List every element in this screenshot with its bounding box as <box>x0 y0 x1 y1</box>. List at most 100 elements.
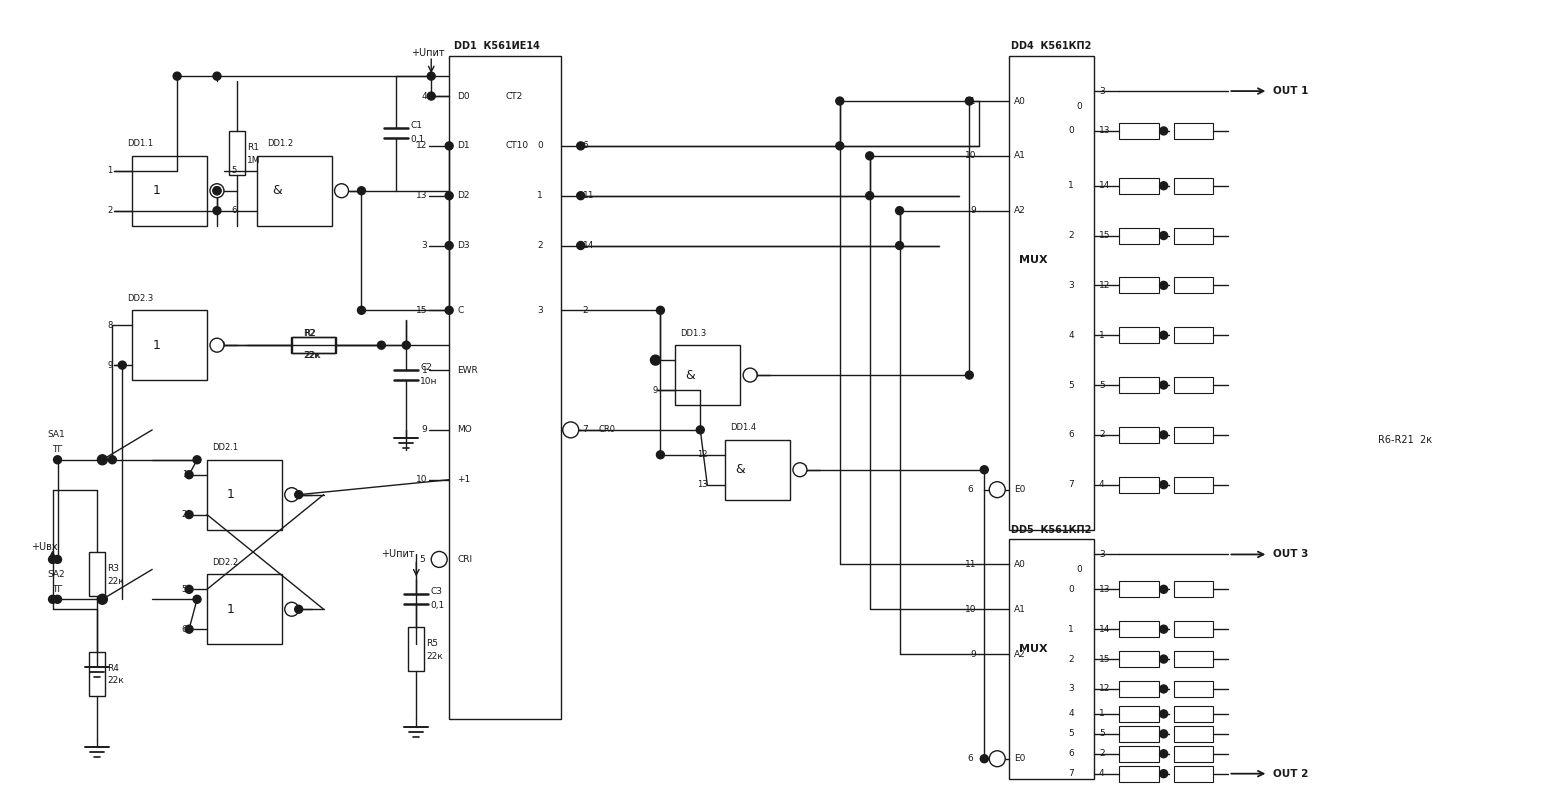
Text: 10: 10 <box>964 605 977 614</box>
Bar <box>1119 766 1159 782</box>
Text: 22к: 22к <box>426 652 443 661</box>
Text: R2: R2 <box>303 329 315 338</box>
Bar <box>133 156 207 225</box>
Text: SA1: SA1 <box>47 431 66 439</box>
Text: DD1  К561ИЕ14: DD1 К561ИЕ14 <box>454 41 540 52</box>
Circle shape <box>577 192 585 200</box>
Circle shape <box>966 371 973 379</box>
Circle shape <box>53 456 61 464</box>
Circle shape <box>48 596 56 603</box>
Text: 6: 6 <box>231 206 237 215</box>
Text: +1: +1 <box>457 475 471 485</box>
Circle shape <box>1159 625 1167 633</box>
Circle shape <box>186 625 193 633</box>
Text: 7: 7 <box>583 425 588 435</box>
Text: 9: 9 <box>652 385 657 395</box>
Text: OUT 1: OUT 1 <box>1273 86 1309 96</box>
Text: 7: 7 <box>1069 769 1073 778</box>
Text: ТГ: ТГ <box>53 446 64 454</box>
Bar <box>1173 228 1214 243</box>
Bar <box>1173 328 1214 343</box>
Circle shape <box>53 555 61 563</box>
Bar <box>207 574 282 644</box>
Text: 1: 1 <box>153 184 161 197</box>
Text: 0: 0 <box>1076 102 1081 110</box>
Text: CR0: CR0 <box>599 425 616 435</box>
Bar <box>1119 745 1159 762</box>
Text: 3: 3 <box>1069 281 1073 290</box>
Text: 3: 3 <box>215 186 220 195</box>
Circle shape <box>1159 431 1167 439</box>
Text: MO: MO <box>457 425 471 435</box>
Text: DD5  К561КП2: DD5 К561КП2 <box>1011 524 1092 534</box>
Circle shape <box>1159 770 1167 778</box>
Text: 9: 9 <box>421 425 427 435</box>
Text: 22к: 22к <box>108 577 125 586</box>
Circle shape <box>186 585 193 593</box>
Circle shape <box>1159 381 1167 389</box>
Text: DD4  К561КП2: DD4 К561КП2 <box>1011 41 1092 52</box>
Bar <box>1119 581 1159 597</box>
Bar <box>229 132 245 175</box>
Bar <box>1173 278 1214 293</box>
Bar <box>1173 726 1214 741</box>
Circle shape <box>334 184 348 197</box>
Text: 13: 13 <box>1098 126 1111 136</box>
Circle shape <box>211 338 225 352</box>
Bar <box>1119 726 1159 741</box>
Circle shape <box>866 152 874 160</box>
Text: DD1.1: DD1.1 <box>128 140 153 148</box>
Bar <box>409 627 424 671</box>
Text: 1: 1 <box>108 167 112 175</box>
Text: D1: D1 <box>457 141 470 151</box>
Text: 2: 2 <box>1098 431 1104 439</box>
Text: 2: 2 <box>183 510 187 519</box>
Text: &: & <box>271 184 281 197</box>
Text: 9: 9 <box>970 206 977 215</box>
Circle shape <box>427 72 435 80</box>
Bar <box>1119 278 1159 293</box>
Text: 7: 7 <box>1069 481 1073 489</box>
Text: MUX: MUX <box>1019 255 1048 266</box>
Circle shape <box>657 306 665 314</box>
Bar <box>1173 621 1214 637</box>
Text: D0: D0 <box>457 91 470 101</box>
Bar <box>1119 651 1159 667</box>
Circle shape <box>792 463 807 477</box>
Text: 4: 4 <box>1098 481 1104 489</box>
Bar <box>1119 178 1159 193</box>
Circle shape <box>431 551 448 568</box>
Text: 5: 5 <box>183 584 187 594</box>
Bar <box>1173 745 1214 762</box>
Text: E0: E0 <box>1014 754 1025 763</box>
Text: EWR: EWR <box>457 366 477 374</box>
Text: 12: 12 <box>1098 281 1111 290</box>
Text: 0,1: 0,1 <box>410 135 424 144</box>
Text: OUT 3: OUT 3 <box>1273 550 1309 559</box>
Text: 4: 4 <box>340 186 345 195</box>
Text: A1: A1 <box>1014 605 1026 614</box>
Text: 0: 0 <box>1069 584 1073 594</box>
Text: &: & <box>735 463 746 477</box>
Text: 0,1: 0,1 <box>431 601 445 610</box>
Text: CT2: CT2 <box>505 91 523 101</box>
Text: 11: 11 <box>964 560 977 569</box>
Circle shape <box>651 355 660 365</box>
Text: 8: 8 <box>108 320 112 330</box>
Circle shape <box>895 207 903 215</box>
Text: 6: 6 <box>967 754 973 763</box>
Text: 22к: 22к <box>304 351 321 360</box>
Circle shape <box>966 97 973 105</box>
Text: 2: 2 <box>108 206 112 215</box>
Text: 14: 14 <box>1098 182 1111 190</box>
Circle shape <box>1159 585 1167 593</box>
Bar <box>1009 56 1094 530</box>
Bar <box>292 337 335 353</box>
Circle shape <box>577 142 585 150</box>
Circle shape <box>445 192 452 200</box>
Text: ТГ: ТГ <box>53 584 64 594</box>
Bar <box>1119 681 1159 697</box>
Text: DD1.4: DD1.4 <box>730 423 757 432</box>
Circle shape <box>1159 127 1167 135</box>
Text: 22к: 22к <box>303 351 320 360</box>
